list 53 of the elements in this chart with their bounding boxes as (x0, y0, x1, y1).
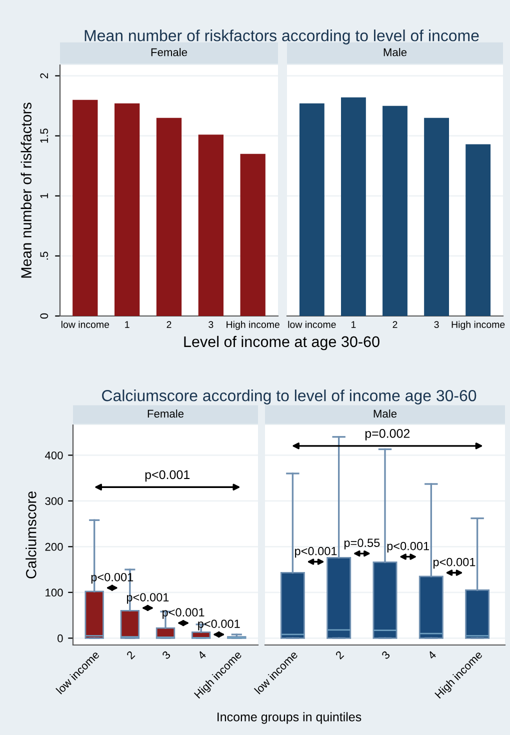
x-tick-label: 3 (381, 650, 390, 660)
x-tick-label: 2 (126, 650, 136, 660)
x-axis-title: Income groups in quintiles (218, 712, 362, 724)
annotation: p=0.55 (344, 538, 380, 550)
annotation: p<0.001 (198, 620, 240, 630)
chart-subtitle: Female (151, 48, 188, 56)
bar (114, 103, 140, 316)
y-tick-label: 100 (46, 588, 63, 597)
bar (72, 100, 98, 316)
chart-subtitle: Female (148, 409, 184, 418)
bar (156, 118, 182, 316)
annotation: p<0.001 (433, 558, 476, 569)
x-axis-title: Level of income at age 30-60 (184, 336, 380, 350)
annotation: p<0.001 (295, 546, 337, 558)
x-tick-label: High income (452, 320, 505, 330)
y-axis-title: Mean number of riskfactors (20, 102, 32, 278)
chart-subtitle: Male (384, 48, 407, 56)
x-tick-label: 3 (208, 321, 214, 328)
x-tick-label: 3 (162, 650, 171, 660)
annotation: p<0.001 (145, 470, 190, 482)
bar (341, 97, 366, 316)
y-tick-label: 1 (40, 193, 48, 198)
x-tick-label: 3 (434, 321, 439, 328)
bar (299, 103, 324, 316)
bar (466, 144, 491, 316)
annotation: p=0.002 (365, 429, 410, 440)
y-tick-label: .5 (40, 252, 48, 260)
y-tick-label: 300 (45, 497, 63, 506)
y-tick-label: 1.5 (40, 128, 48, 143)
y-tick-label: 0 (40, 313, 48, 319)
y-tick-label: 2 (40, 73, 48, 78)
x-tick-label: 2 (392, 321, 398, 328)
chart-title: Mean number of riskfactors according to level of income (84, 30, 479, 44)
bar (240, 154, 266, 316)
x-tick-label: 2 (335, 650, 344, 660)
bar (198, 134, 224, 316)
y-tick-label: 200 (45, 542, 63, 551)
y-axis-title: Calciumscore (26, 491, 36, 578)
x-tick-label: 1 (352, 321, 356, 328)
x-tick-label: 4 (197, 650, 207, 660)
annotation: p<0.001 (387, 542, 430, 553)
chart-subtitle: Male (374, 409, 397, 418)
x-tick-label: 1 (125, 321, 130, 328)
x-tick-label: 4 (427, 650, 437, 660)
bar (424, 118, 449, 316)
y-tick-label: 400 (44, 451, 63, 460)
x-tick-label: low income (288, 320, 336, 328)
y-tick-label: 0 (58, 634, 63, 642)
x-tick-label: low income (61, 320, 110, 328)
x-tick-label: 2 (166, 321, 172, 328)
chart-title: Calciumscore according to level of income age 30-60 (102, 390, 476, 404)
x-tick-label: High income (226, 320, 280, 330)
bar (382, 106, 408, 316)
